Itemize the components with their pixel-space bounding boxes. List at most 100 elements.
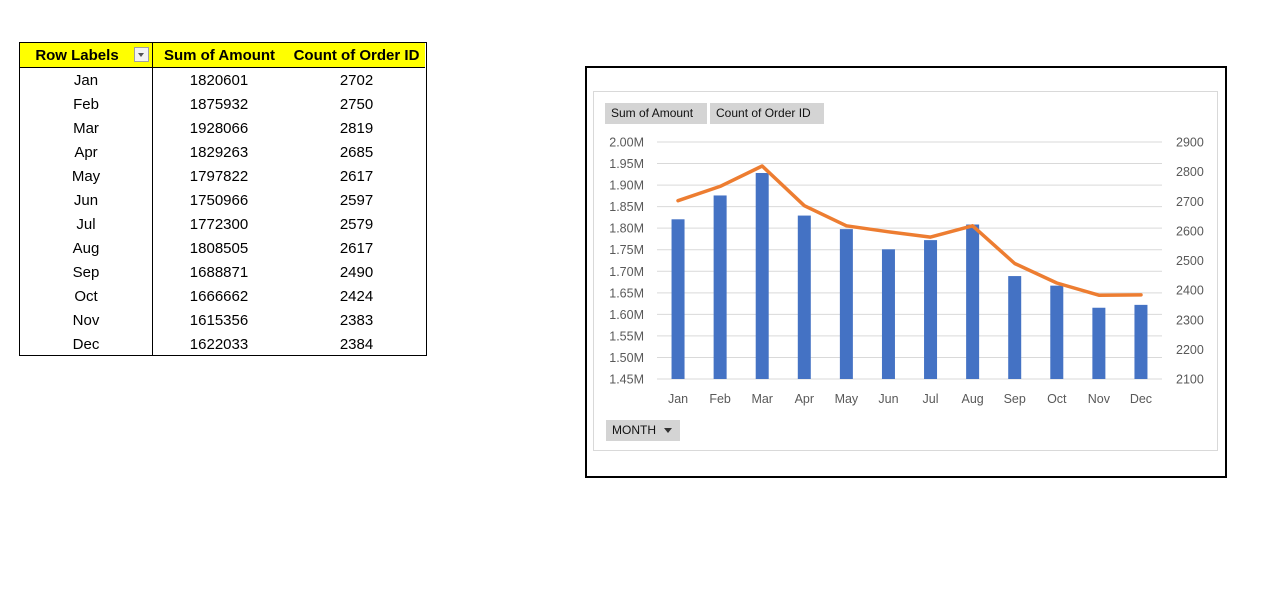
y-right-tick-label: 2800 <box>1176 165 1204 179</box>
table-row[interactable]: Nov 1615356 2383 <box>20 309 425 333</box>
table-row[interactable]: Jun 1750966 2597 <box>20 189 425 213</box>
row-count-cell[interactable]: 2819 <box>339 120 374 137</box>
x-tick-label: Feb <box>709 392 731 406</box>
field-button-sum-of-amount[interactable]: Sum of Amount <box>605 103 707 124</box>
table-row[interactable]: May 1797822 2617 <box>20 165 425 189</box>
y-left-tick-label: 1.65M <box>609 286 644 300</box>
x-tick-label: Jun <box>878 392 898 406</box>
dropdown-arrow-icon[interactable] <box>134 47 149 62</box>
y-left-tick-label: 1.70M <box>609 265 644 279</box>
row-month-cell[interactable]: Oct <box>74 288 98 305</box>
row-count-cell[interactable]: 2617 <box>339 240 374 257</box>
row-count-cell[interactable]: 2702 <box>339 72 374 89</box>
y-left-tick-label: 1.55M <box>609 329 644 343</box>
row-month-cell[interactable]: Sep <box>72 264 100 281</box>
row-sum-cell[interactable]: 1808505 <box>189 240 249 257</box>
row-month-cell[interactable]: Jan <box>73 72 99 89</box>
table-row[interactable]: Oct 1666662 2424 <box>20 285 425 309</box>
row-month-cell[interactable]: Aug <box>72 240 100 257</box>
row-month-cell[interactable]: Jun <box>73 192 99 209</box>
pivot-header-row: Row Labels Sum of Amount Count of Order … <box>20 43 425 68</box>
y-right-tick-label: 2500 <box>1176 254 1204 268</box>
bar-nov <box>1092 307 1106 379</box>
row-count-cell[interactable]: 2597 <box>339 192 374 209</box>
row-sum-cell[interactable]: 1688871 <box>189 264 249 281</box>
y-left-tick-label: 1.75M <box>609 243 644 257</box>
row-sum-cell[interactable]: 1829263 <box>189 144 249 161</box>
y-left-tick-label: 1.80M <box>609 222 644 236</box>
y-left-tick-label: 2.00M <box>609 136 644 150</box>
row-sum-cell[interactable]: 1772300 <box>189 216 249 233</box>
header-sum-of-amount[interactable]: Sum of Amount <box>163 47 276 64</box>
x-tick-label: Aug <box>962 392 984 406</box>
field-button-count-of-order-id[interactable]: Count of Order ID <box>710 103 824 124</box>
x-tick-label: Oct <box>1047 392 1067 406</box>
table-row[interactable]: Apr 1829263 2685 <box>20 141 425 165</box>
pivot-table: Row Labels Sum of Amount Count of Order … <box>19 42 427 356</box>
bar-jul <box>924 240 938 379</box>
bar-jun <box>881 249 895 379</box>
y-right-tick-label: 2900 <box>1176 136 1204 150</box>
x-tick-label: Dec <box>1130 392 1152 406</box>
row-sum-cell[interactable]: 1797822 <box>189 168 249 185</box>
y-left-tick-label: 1.50M <box>609 351 644 365</box>
row-month-cell[interactable]: Mar <box>73 120 99 137</box>
table-row[interactable]: Mar 1928066 2819 <box>20 117 425 141</box>
row-month-cell[interactable]: Apr <box>74 144 98 161</box>
y-right-tick-label: 2300 <box>1176 313 1204 327</box>
y-left-tick-label: 1.90M <box>609 179 644 193</box>
bar-dec <box>1134 304 1148 379</box>
row-count-cell[interactable]: 2424 <box>339 288 374 305</box>
row-count-cell[interactable]: 2617 <box>339 168 374 185</box>
row-sum-cell[interactable]: 1820601 <box>189 72 249 89</box>
row-sum-cell[interactable]: 1666662 <box>189 288 249 305</box>
row-sum-cell[interactable]: 1750966 <box>189 192 249 209</box>
row-count-cell[interactable]: 2685 <box>339 144 374 161</box>
row-month-cell[interactable]: Dec <box>72 336 100 353</box>
y-left-tick-label: 1.95M <box>609 157 644 171</box>
header-count-of-order-id[interactable]: Count of Order ID <box>293 47 420 64</box>
row-sum-cell[interactable]: 1928066 <box>189 120 249 137</box>
y-left-tick-label: 1.85M <box>609 200 644 214</box>
row-month-cell[interactable]: May <box>71 168 101 185</box>
y-right-tick-label: 2600 <box>1176 224 1204 238</box>
x-tick-label: Apr <box>795 392 814 406</box>
row-sum-cell[interactable]: 1622033 <box>189 336 249 353</box>
line-count-of-order-id <box>676 164 1143 297</box>
bar-apr <box>797 215 811 379</box>
y-left-tick-label: 1.45M <box>609 373 644 387</box>
bar-may <box>839 229 853 379</box>
y-right-tick-label: 2700 <box>1176 195 1204 209</box>
row-month-cell[interactable]: Jul <box>76 216 96 233</box>
x-tick-label: May <box>835 392 859 406</box>
table-row[interactable]: Sep 1688871 2490 <box>20 261 425 285</box>
bar-sep <box>1008 276 1022 379</box>
column-divider <box>152 43 153 355</box>
row-count-cell[interactable]: 2383 <box>339 312 374 329</box>
table-row[interactable]: Feb 1875932 2750 <box>20 93 425 117</box>
row-month-cell[interactable]: Feb <box>73 96 99 113</box>
row-month-cell[interactable]: Nov <box>72 312 100 329</box>
x-tick-label: Jan <box>668 392 688 406</box>
pivot-chart-frame[interactable] <box>585 66 1227 478</box>
chart-plot-area <box>593 91 1218 451</box>
table-row[interactable]: Jul 1772300 2579 <box>20 213 425 237</box>
bar-mar <box>755 172 769 379</box>
row-count-cell[interactable]: 2384 <box>339 336 374 353</box>
x-tick-label: Mar <box>751 392 773 406</box>
table-row[interactable]: Dec 1622033 2384 <box>20 333 425 357</box>
field-button-month[interactable]: MONTH <box>606 420 680 441</box>
row-count-cell[interactable]: 2490 <box>339 264 374 281</box>
row-sum-cell[interactable]: 1615356 <box>189 312 249 329</box>
bar-oct <box>1050 285 1064 379</box>
x-tick-label: Sep <box>1004 392 1026 406</box>
header-row-labels[interactable]: Row Labels <box>35 47 119 64</box>
row-count-cell[interactable]: 2579 <box>339 216 374 233</box>
row-sum-cell[interactable]: 1875932 <box>189 96 249 113</box>
row-count-cell[interactable]: 2750 <box>339 96 374 113</box>
bar-jan <box>671 219 685 379</box>
y-right-tick-label: 2400 <box>1176 284 1204 298</box>
table-row[interactable]: Jan 1820601 2702 <box>20 69 425 93</box>
table-row[interactable]: Aug 1808505 2617 <box>20 237 425 261</box>
